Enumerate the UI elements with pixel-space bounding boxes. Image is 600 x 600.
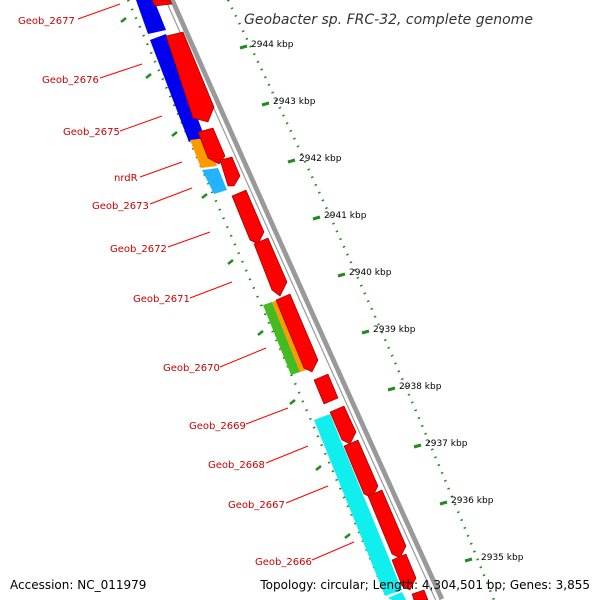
kbp-label: 2935 kbp	[481, 553, 524, 563]
gene-red	[275, 293, 319, 373]
accession-text: Accession: NC_011979	[10, 578, 146, 592]
gene-red	[219, 156, 241, 187]
callout-line	[311, 541, 355, 561]
gene-label: Geob_2677	[18, 16, 75, 27]
callout-line	[167, 231, 211, 248]
forward-strand-genes	[151, 0, 429, 600]
callout-line	[139, 161, 183, 178]
gene-geob-2673	[202, 168, 227, 194]
kbp-label: 2943 kbp	[273, 97, 316, 107]
gene-label: Geob_2670	[163, 363, 220, 374]
genome-backbone-highlight	[166, 0, 440, 600]
gene-geob-2668-2666	[314, 414, 402, 596]
gene-red	[367, 489, 407, 559]
gene-red	[165, 31, 215, 123]
kbp-tick	[261, 101, 270, 107]
gene-red	[231, 189, 265, 245]
genome-backbone	[165, 0, 445, 600]
kbp-tick	[387, 386, 396, 392]
inner-tick	[201, 193, 208, 199]
callout-line	[265, 445, 309, 464]
gene-label: Geob_2671	[133, 294, 190, 305]
kbp-tick	[413, 443, 422, 449]
inner-tick	[120, 17, 127, 23]
kbp-label: 2937 kbp	[425, 439, 468, 449]
gene-geob-2670-green	[263, 302, 300, 375]
gene-red	[411, 589, 429, 600]
kbp-tick	[464, 557, 473, 563]
gene-red	[391, 553, 417, 591]
kbp-label: 2936 kbp	[451, 496, 494, 506]
callout-line	[189, 281, 233, 299]
inner-tick	[171, 131, 178, 137]
inner-dotted-track	[126, 0, 390, 600]
gene-geob-2677	[136, 0, 166, 34]
gene-label: nrdR	[114, 173, 138, 184]
callout-line	[99, 63, 143, 79]
kbp-label: 2938 kbp	[399, 382, 442, 392]
gene-red	[329, 405, 357, 445]
gene-label: Geob_2666	[255, 557, 312, 568]
inner-tick	[145, 73, 152, 79]
kbp-tick	[312, 215, 321, 221]
callout-line	[119, 115, 163, 132]
gene-red	[151, 0, 173, 7]
inner-track-ticks	[120, 17, 351, 539]
kbp-labels: 2944 kbp 2943 kbp 2942 kbp 2941 kbp 2940…	[251, 40, 524, 563]
gene-label: Geob_2675	[63, 127, 120, 138]
kbp-ticks	[239, 44, 473, 563]
kbp-label: 2939 kbp	[373, 325, 416, 335]
gene-red	[313, 373, 339, 405]
label-callouts	[77, 3, 355, 561]
genome-summary: Topology: circular; Length: 4,304,501 bp…	[259, 578, 590, 592]
gene-label: Geob_2667	[228, 500, 285, 511]
gene-labels: Geob_2677 Geob_2676 Geob_2675 nrdR Geob_…	[18, 16, 312, 568]
inner-tick	[315, 465, 322, 471]
kbp-tick	[287, 158, 296, 164]
gene-label: Geob_2668	[208, 460, 265, 471]
gene-label: Geob_2672	[110, 244, 167, 255]
map-title: Geobacter sp. FRC-32, complete genome	[244, 12, 533, 28]
callout-line	[77, 3, 121, 20]
kbp-label: 2944 kbp	[251, 40, 294, 50]
kbp-label: 2941 kbp	[324, 211, 367, 221]
gene-red	[343, 439, 379, 499]
inner-tick	[257, 330, 264, 336]
callout-line	[245, 407, 289, 425]
callout-line	[219, 347, 267, 368]
kbp-tick	[239, 44, 248, 50]
kbp-tick	[361, 329, 370, 335]
kbp-label: 2942 kbp	[299, 154, 342, 164]
inner-tick	[227, 259, 234, 265]
inner-tick	[289, 399, 296, 405]
callout-line	[285, 485, 329, 504]
callout-line	[149, 187, 193, 205]
kbp-label: 2940 kbp	[349, 268, 392, 278]
gene-geob-2676-2675	[150, 34, 205, 142]
inner-tick	[344, 533, 351, 539]
gene-label: Geob_2673	[92, 201, 149, 212]
gene-red	[253, 237, 288, 297]
gene-nrdR	[190, 138, 217, 168]
gene-label: Geob_2676	[42, 75, 99, 86]
kbp-tick	[337, 272, 346, 278]
kbp-tick	[439, 500, 448, 506]
gene-label: Geob_2669	[189, 421, 246, 432]
gene-geob-2666-end	[388, 592, 406, 600]
